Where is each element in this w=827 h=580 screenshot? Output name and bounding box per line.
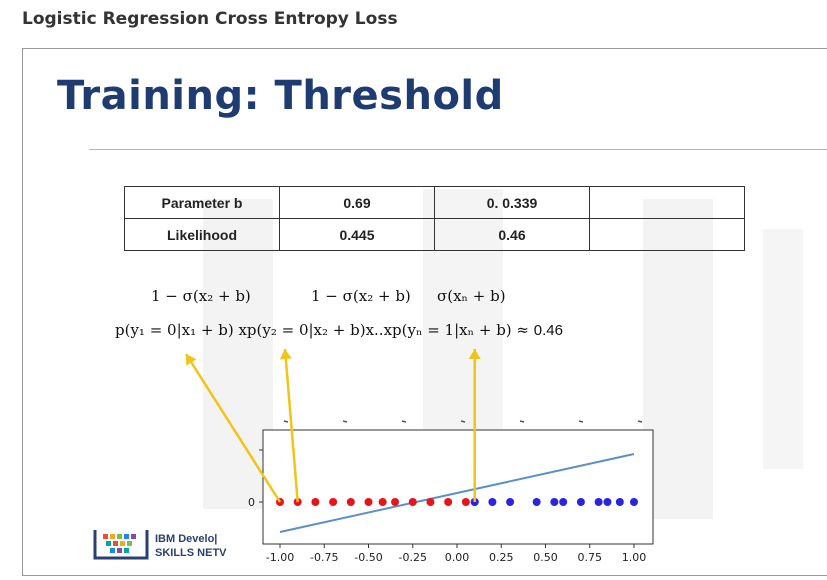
top-tick [460, 420, 466, 423]
logo-text-line2: SKILLS NETV [155, 547, 227, 559]
sigma-term-3: σ(xₙ + b) [437, 287, 506, 305]
class1-point [559, 498, 568, 506]
top-tick [519, 420, 525, 423]
annotation-arrow [283, 348, 299, 503]
class0-point [364, 498, 373, 506]
class0-point [329, 498, 338, 506]
arrow-head [279, 349, 292, 360]
plot-frame [262, 429, 654, 545]
class0-point [408, 498, 417, 506]
class0-point [346, 498, 355, 506]
table-cell: 0. 0.339 [434, 186, 590, 219]
sigma-term-1: 1 − σ(x₂ + b) [151, 287, 251, 305]
top-tick [342, 420, 348, 423]
ibm-logo-icon [93, 530, 149, 560]
top-tick [401, 420, 407, 423]
x-tick-label: -1.00 [266, 551, 294, 564]
class1-point [532, 498, 541, 506]
page-heading: Logistic Regression Cross Entropy Loss [22, 9, 398, 29]
sigma-term-2: 1 − σ(x₂ + b) [311, 287, 411, 305]
sigmoid-line [279, 453, 635, 533]
x-tick-label: -0.75 [310, 551, 338, 564]
class0-point [461, 498, 470, 506]
annotation-arrow [184, 353, 282, 503]
class1-point [603, 498, 612, 506]
table-cell: Likelihood [124, 218, 280, 251]
top-tick [637, 420, 643, 423]
likelihood-expression: p(y₁ = 0|x₁ + b) xp(y₂ = 0|x₂ + b)x..xp(… [115, 321, 534, 339]
class1-point [594, 498, 603, 506]
class1-point [615, 498, 624, 506]
class0-point [378, 498, 387, 506]
table-row: Likelihood 0.445 0.46 [124, 218, 745, 251]
x-tick-label: 0.00 [445, 551, 470, 564]
class1-point [630, 498, 638, 506]
class0-point [311, 498, 320, 506]
top-tick [283, 420, 289, 423]
logo-text-line1: IBM Develo| [155, 533, 218, 545]
parameter-table: Parameter b 0.69 0. 0.339 Likelihood 0.4… [124, 186, 745, 251]
class1-point [506, 498, 515, 506]
title-divider [89, 149, 827, 150]
class0-point [426, 498, 435, 506]
threshold-chart: -1.00 -0.75 -0.50 -0.25 0.00 0.25 0.50 0.75 1.00… [184, 348, 654, 564]
x-tick-label: 0.75 [578, 551, 603, 564]
table-row: Parameter b 0.69 0. 0.339 [124, 186, 745, 219]
table-cell: 0.445 [279, 218, 435, 251]
x-tick-label: 0.25 [489, 551, 514, 564]
top-tick [578, 420, 584, 423]
table-cell [589, 186, 745, 219]
class0-point [444, 498, 453, 506]
table-cell [589, 218, 745, 251]
x-tick-label: 0.50 [533, 551, 558, 564]
table-cell: 0.69 [279, 186, 435, 219]
table-cell: 0.46 [434, 218, 590, 251]
class1-point [550, 498, 559, 506]
class0-point [391, 498, 400, 506]
class1-point [488, 498, 497, 506]
arrow-head [468, 349, 481, 359]
x-tick-label: -0.50 [354, 551, 382, 564]
slide-panel: Training: Threshold Parameter b 0.69 0. … [22, 48, 827, 576]
likelihood-formula: p(y₁ = 0|x₁ + b) xp(y₂ = 0|x₂ + b)x..xp(… [115, 321, 563, 339]
arrow-head [186, 354, 197, 366]
class1-point [576, 498, 585, 506]
slide-title: Training: Threshold [57, 73, 504, 119]
likelihood-result: 0.46 [533, 322, 563, 339]
x-tick-label: -0.25 [399, 551, 427, 564]
x-tick-label: 1.00 [622, 551, 647, 564]
y-tick-label: 0 [248, 496, 255, 509]
